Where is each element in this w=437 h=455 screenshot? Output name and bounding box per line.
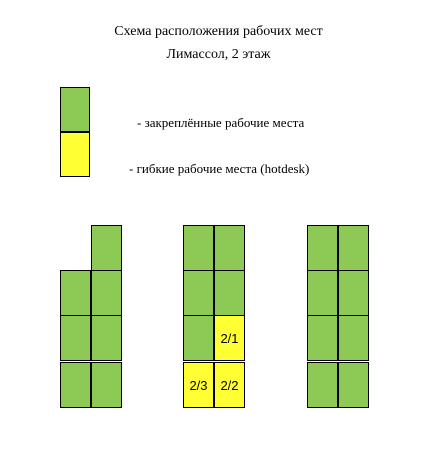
legend-fixed-label: - закреплённые рабочие места — [137, 115, 305, 130]
desk-fixed — [60, 362, 91, 408]
legend-fixed-swatch — [60, 87, 90, 132]
desk-fixed — [91, 362, 122, 408]
legend-flexible-swatch — [60, 132, 90, 177]
desk-flex-2-2: 2/2 — [214, 362, 245, 408]
plan-title: Схема расположения рабочих мест — [114, 24, 323, 39]
desk-fixed — [60, 270, 91, 316]
desk-fixed — [338, 362, 369, 408]
desk-fixed — [338, 315, 369, 361]
desk-fixed — [214, 270, 245, 316]
desk-flex-2-1: 2/1 — [214, 315, 245, 361]
desk-fixed — [307, 270, 338, 316]
desk-fixed — [60, 315, 91, 361]
desk-fixed — [338, 270, 369, 316]
plan-subtitle: Лимассол, 2 этаж — [166, 47, 271, 62]
desk-flex-2-3: 2/3 — [183, 362, 214, 408]
desk-fixed — [91, 315, 122, 361]
desk-fixed — [338, 225, 369, 271]
legend-flexible-label: - гибкие рабочие места (hotdesk) — [129, 161, 310, 176]
desk-fixed — [183, 225, 214, 271]
desk-fixed — [183, 270, 214, 316]
desk-fixed — [183, 315, 214, 361]
desk-fixed — [307, 362, 338, 408]
desk-fixed — [307, 225, 338, 271]
desk-fixed — [91, 270, 122, 316]
desk-fixed — [214, 225, 245, 271]
desk-fixed — [307, 315, 338, 361]
desk-fixed — [91, 225, 122, 271]
